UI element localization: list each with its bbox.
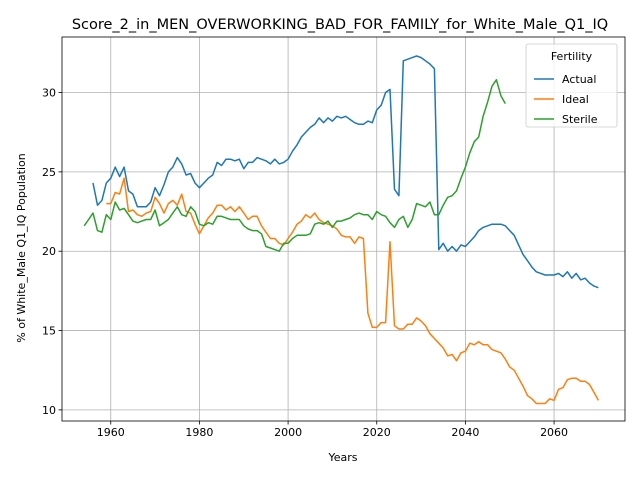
y-tick-label: 20 <box>42 245 56 258</box>
x-axis-label: Years <box>327 451 357 464</box>
y-axis-label: % of White_Male Q1_IQ Population <box>15 153 28 342</box>
x-tick-label: 2020 <box>363 426 391 439</box>
legend-box <box>525 43 618 128</box>
series-line-actual <box>92 55 599 289</box>
x-tick-label: 1980 <box>185 426 213 439</box>
chart-title: Score_2_in_MEN_OVERWORKING_BAD_FOR_FAMIL… <box>72 17 608 33</box>
x-tick-label: 1960 <box>97 426 125 439</box>
legend-title: Fertility <box>551 50 593 63</box>
y-tick-label: 10 <box>42 404 56 417</box>
x-axis-ticks: 1960 1980 2000 2020 2040 2060 <box>97 421 568 439</box>
y-axis-ticks: 10 15 20 25 30 <box>42 87 62 417</box>
legend-label-ideal: Ideal <box>562 93 589 106</box>
plot-frame <box>61 36 626 422</box>
y-tick-label: 15 <box>42 325 56 338</box>
x-tick-label: 2000 <box>274 426 302 439</box>
legend: Fertility Actual Ideal Sterile <box>525 43 618 128</box>
legend-label-sterile: Sterile <box>562 113 598 126</box>
series-lines <box>83 55 600 405</box>
legend-label-actual: Actual <box>562 73 596 86</box>
series-line-sterile <box>83 79 506 252</box>
y-tick-label: 30 <box>42 87 56 100</box>
x-tick-label: 2060 <box>540 426 568 439</box>
x-tick-label: 2040 <box>451 426 479 439</box>
y-tick-label: 25 <box>42 166 56 179</box>
